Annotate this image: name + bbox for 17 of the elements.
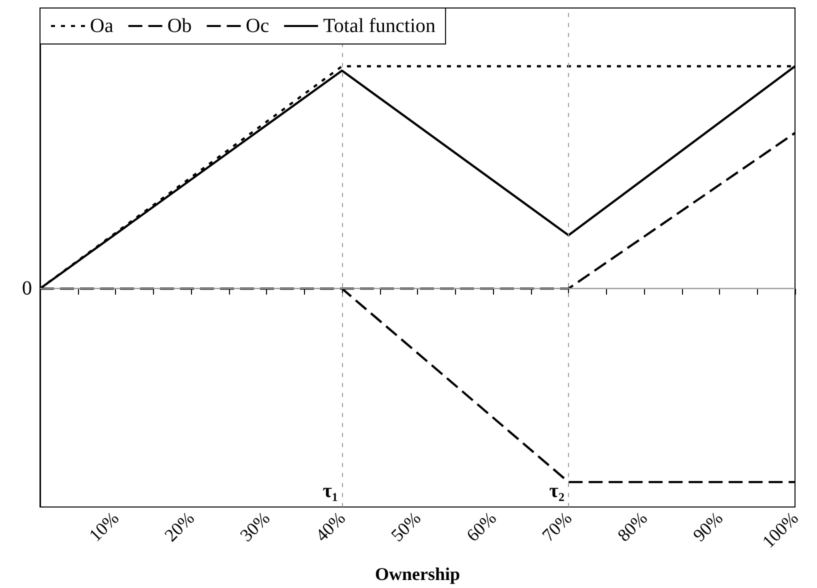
x-tick-label: 70% <box>538 508 576 546</box>
x-tick-label: 50% <box>387 508 425 546</box>
legend-label: Total function <box>323 15 436 37</box>
legend-label: Oc <box>246 15 270 37</box>
x-tick-label: 20% <box>160 508 198 546</box>
ref-line-label: 0 <box>22 278 32 300</box>
x-tick-label: 10% <box>85 508 123 546</box>
ref-line-label: τ₁ <box>322 480 338 502</box>
x-axis-title: Ownership <box>374 564 460 584</box>
x-tick-label: 90% <box>689 508 727 546</box>
x-tick-label: 40% <box>312 508 350 546</box>
x-tick-label: 30% <box>236 508 274 546</box>
legend-label: Ob <box>167 15 192 37</box>
ref-line-label: τ₂ <box>549 480 564 502</box>
x-tick-label: 60% <box>462 508 500 546</box>
x-tick-label: 80% <box>614 508 652 546</box>
legend-label: Oa <box>90 15 114 37</box>
